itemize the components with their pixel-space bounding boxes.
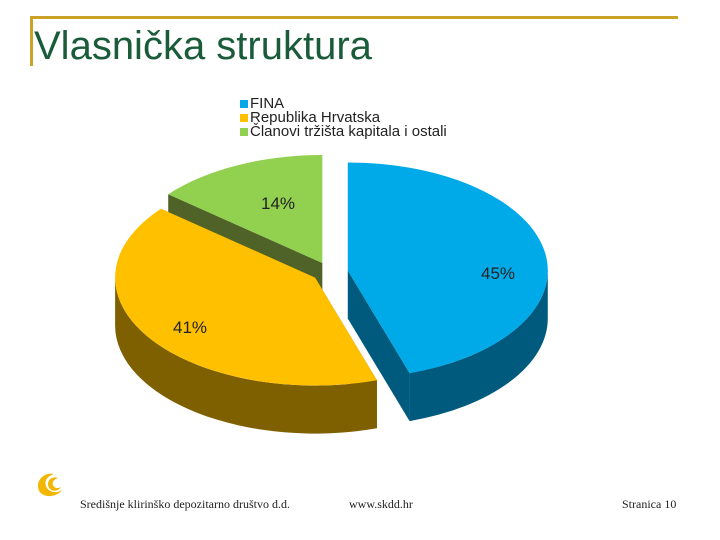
frame-top-line (30, 16, 678, 19)
data-label-clanovi: 14% (261, 194, 295, 213)
legend-item-republika-hrvatska: Republika Hrvatska (240, 109, 447, 126)
pie-slice-republika-hrvatska (115, 208, 377, 386)
footer-company: Središnje klirinško depozitarno društvo … (80, 497, 290, 511)
footer-page-number: Stranica 10 (622, 497, 677, 511)
slide-title: Vlasnička struktura (34, 24, 372, 68)
legend-swatch-clanovi (240, 128, 248, 136)
legend-swatch-fina (240, 100, 248, 108)
legend-label-republika-hrvatska: Republika Hrvatska (250, 109, 381, 126)
data-label-fina: 45% (481, 264, 515, 283)
legend-swatch-republika-hrvatska (240, 114, 248, 122)
pie-slice-fina (347, 162, 548, 374)
pie-slice-side-republika-hrvatska (115, 277, 377, 434)
legend-item-clanovi: Članovi tržišta kapitala i ostali (240, 123, 447, 140)
data-label-republika-hrvatska: 41% (173, 318, 207, 337)
chart-legend: FINA Republika Hrvatska Članovi tržišta … (240, 95, 447, 140)
pie-slice-clanovi (168, 155, 323, 264)
footer-website-link[interactable]: www.skdd.hr (349, 497, 413, 511)
legend-label-fina: FINA (250, 95, 285, 112)
pie-slice-side-fina (409, 270, 548, 422)
pie-slice-wall-fina-1 (347, 270, 410, 422)
skdd-logo-icon (38, 473, 62, 497)
pie-tops (115, 155, 548, 386)
legend-item-fina: FINA (240, 95, 447, 112)
frame-left-line (30, 16, 33, 66)
legend-label-clanovi: Članovi tržišta kapitala i ostali (250, 123, 447, 140)
